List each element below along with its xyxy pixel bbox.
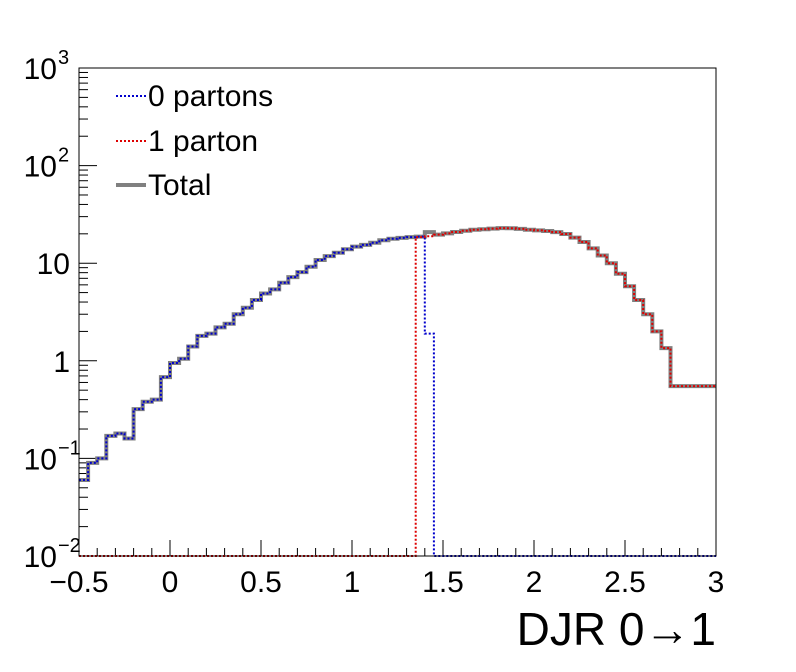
legend-label-total: Total — [148, 169, 211, 202]
x-tick-label: 2.5 — [604, 566, 646, 599]
legend: 0 partons 1 parton Total — [116, 80, 273, 202]
legend-label-1-parton: 1 parton — [148, 125, 258, 158]
y-tick-label: 10 — [24, 541, 57, 574]
y-tick-label: 10 — [24, 53, 57, 86]
y-tick-label: 1 — [53, 346, 70, 379]
x-tick-label: 0.5 — [240, 566, 282, 599]
x-axis-title: DJR 0→1 — [517, 603, 716, 655]
y-tick-label-exponent: 3 — [58, 47, 69, 69]
x-tick-label: 1 — [344, 566, 361, 599]
plot-frame — [78, 67, 717, 557]
series-1-parton — [79, 227, 716, 557]
y-tick-label-exponent: 2 — [58, 145, 69, 167]
series-0-partons — [79, 235, 716, 557]
y-tick-label: 10 — [24, 151, 57, 184]
series-total — [79, 226, 716, 483]
x-tick-labels: −0.5 0 0.5 1 1.5 2 2.5 3 — [49, 566, 724, 599]
y-tick-label-exponent: −2 — [58, 535, 81, 557]
y-tick-label: 10 — [24, 443, 57, 476]
x-tick-label: 3 — [708, 566, 725, 599]
x-tick-label: 2 — [526, 566, 543, 599]
axis-ticks — [78, 67, 717, 557]
y-tick-label-exponent: −1 — [58, 437, 81, 459]
legend-label-0-partons: 0 partons — [148, 80, 273, 113]
y-tick-label: 10 — [37, 248, 70, 281]
x-tick-label: −0.5 — [49, 566, 108, 599]
x-tick-label: 0 — [162, 566, 179, 599]
series-lines — [79, 226, 716, 557]
x-tick-label: 1.5 — [422, 566, 464, 599]
